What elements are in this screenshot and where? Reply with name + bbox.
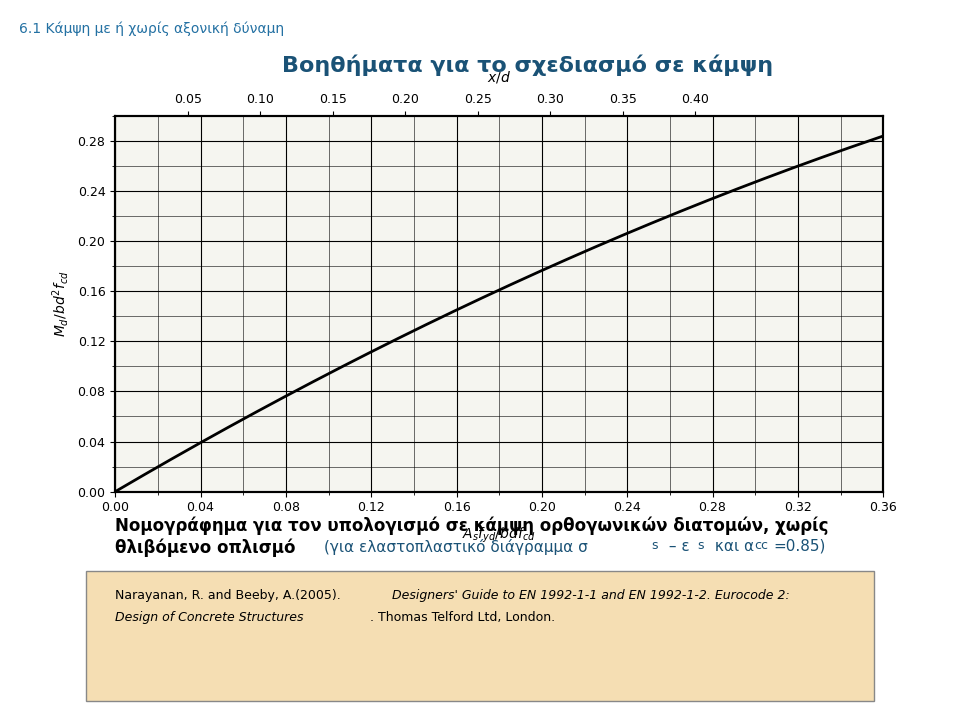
X-axis label: $A_sf_{yd}/bdf_{cd}$: $A_sf_{yd}/bdf_{cd}$ bbox=[463, 526, 536, 544]
Text: Design of Concrete Structures: Design of Concrete Structures bbox=[115, 611, 303, 624]
Text: 6.1 Κάμψη με ή χωρίς αξονική δύναμη: 6.1 Κάμψη με ή χωρίς αξονική δύναμη bbox=[19, 22, 284, 36]
Text: και α: και α bbox=[710, 539, 755, 554]
Text: cc: cc bbox=[755, 539, 769, 552]
Text: θλιβόμενο οπλισμό: θλιβόμενο οπλισμό bbox=[115, 539, 301, 557]
Text: Νομογράφημα για τον υπολογισμό σε κάμψη ορθογωνικών διατομών, χωρίς: Νομογράφημα για τον υπολογισμό σε κάμψη … bbox=[115, 517, 828, 536]
Text: s: s bbox=[651, 539, 658, 552]
Text: . Thomas Telford Ltd, London.: . Thomas Telford Ltd, London. bbox=[370, 611, 555, 624]
Text: – ε: – ε bbox=[664, 539, 690, 554]
Text: (για ελαστοπλαστικό διάγραμμα σ: (για ελαστοπλαστικό διάγραμμα σ bbox=[324, 539, 588, 555]
Text: Narayanan, R. and Beeby, A.(2005).: Narayanan, R. and Beeby, A.(2005). bbox=[115, 589, 345, 602]
Text: =0.85): =0.85) bbox=[774, 539, 827, 554]
Y-axis label: $M_d/bd^2f_{cd}$: $M_d/bd^2f_{cd}$ bbox=[50, 270, 70, 337]
Text: s: s bbox=[697, 539, 704, 552]
X-axis label: $x/d$: $x/d$ bbox=[487, 69, 512, 85]
Text: Designers' Guide to EN 1992-1-1 and EN 1992-1-2. Eurocode 2:: Designers' Guide to EN 1992-1-1 and EN 1… bbox=[392, 589, 789, 602]
Text: Βοηθήματα για το σχεδιασμό σε κάμψη: Βοηθήματα για το σχεδιασμό σε κάμψη bbox=[282, 54, 774, 76]
